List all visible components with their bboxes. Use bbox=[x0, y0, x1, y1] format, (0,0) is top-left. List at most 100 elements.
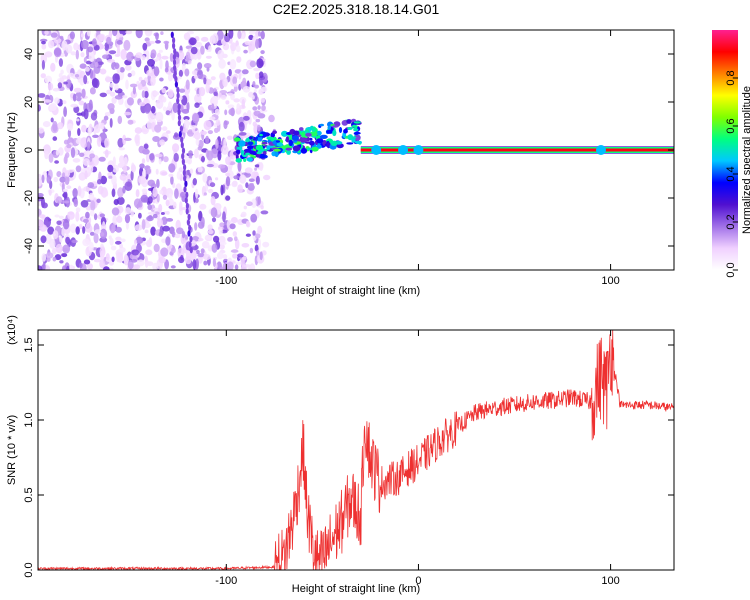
spectrogram-speckle bbox=[231, 181, 238, 188]
spectrogram-speckle bbox=[185, 256, 192, 265]
spectrogram-speckle bbox=[192, 259, 197, 270]
spectrogram-cloud bbox=[342, 132, 347, 138]
spectrogram-speckle bbox=[78, 262, 83, 269]
spectrogram-speckle bbox=[217, 150, 222, 161]
spectrogram-speckle bbox=[107, 172, 113, 177]
spectrogram-speckle bbox=[249, 247, 254, 254]
spectrogram-speckle bbox=[190, 125, 198, 129]
spectrogram-streak bbox=[173, 48, 177, 55]
spectrogram-speckle bbox=[246, 201, 253, 206]
spectrogram-speckle bbox=[188, 150, 193, 157]
spectrogram-speckle bbox=[210, 196, 216, 206]
spectrogram-speckle bbox=[168, 163, 176, 173]
spectrogram-speckle bbox=[173, 152, 179, 162]
spectrogram-speckle bbox=[141, 219, 146, 230]
spectrogram-speckle bbox=[165, 130, 171, 134]
spectrogram-speckle bbox=[218, 92, 222, 98]
spectrogram-speckle bbox=[145, 261, 151, 265]
spectrogram-speckle bbox=[116, 251, 121, 263]
spectrogram-speckle bbox=[124, 207, 132, 215]
spectrogram-speckle bbox=[96, 34, 105, 41]
spectrogram-speckle bbox=[147, 58, 155, 67]
spectrogram-speckle bbox=[80, 52, 85, 58]
spectrogram-streak bbox=[172, 53, 176, 61]
spectrogram-cloud bbox=[352, 124, 357, 128]
spectrogram-speckle bbox=[39, 224, 48, 232]
spectrogram-speckle bbox=[253, 89, 257, 93]
spectrogram-speckle bbox=[232, 155, 237, 160]
spectrogram-speckle bbox=[190, 46, 198, 55]
spectrogram-speckle bbox=[236, 103, 241, 112]
spectrogram-speckle bbox=[96, 61, 104, 65]
spectrogram-speckle bbox=[165, 199, 170, 207]
spectrogram-speckle bbox=[218, 228, 223, 235]
spectrogram-speckle bbox=[138, 76, 143, 82]
spectrogram-speckle bbox=[62, 200, 70, 204]
spectrogram-speckle bbox=[156, 218, 164, 228]
spectrogram-speckle bbox=[44, 30, 49, 35]
colorbar-tick-label: 0.2 bbox=[725, 214, 737, 229]
spectrogram-streak bbox=[181, 158, 185, 165]
spectrogram-speckle bbox=[215, 119, 221, 126]
spectrogram-cloud bbox=[249, 150, 256, 155]
spectrogram-cloud bbox=[353, 121, 361, 124]
spectrogram-speckle bbox=[260, 210, 269, 215]
spectrogram-speckle bbox=[130, 258, 138, 263]
spectrogram-speckle bbox=[243, 115, 250, 121]
spectrogram-cloud bbox=[354, 140, 362, 144]
spectrogram-speckle bbox=[249, 60, 257, 68]
spectrogram-speckle bbox=[114, 73, 120, 80]
spectrogram-speckle bbox=[116, 47, 121, 57]
spectrogram-speckle bbox=[228, 108, 235, 116]
spectrogram-speckle bbox=[135, 52, 143, 59]
spectrogram-speckle bbox=[254, 244, 259, 252]
spectrogram-speckle bbox=[198, 210, 203, 222]
spectrogram-speckle bbox=[76, 112, 83, 116]
spectrogram-cloud bbox=[276, 142, 283, 147]
colorbar-label: Normalized spectral amplitude bbox=[741, 86, 750, 234]
spectrogram-speckle bbox=[241, 98, 245, 109]
spectrogram-speckle bbox=[50, 32, 58, 38]
spectrogram-speckle bbox=[86, 30, 91, 37]
spectrogram-speckle bbox=[236, 56, 242, 63]
spectrogram-speckle bbox=[100, 175, 107, 185]
spectrogram-speckle bbox=[161, 87, 167, 94]
spectrogram-speckle bbox=[44, 150, 49, 160]
spectrogram-speckle bbox=[42, 262, 46, 270]
spectrogram-speckle bbox=[230, 249, 239, 253]
spectrogram-speckle bbox=[77, 185, 82, 197]
spectrogram-speckle bbox=[255, 175, 260, 185]
spectrogram-xtick-label: 100 bbox=[601, 275, 619, 287]
spectrogram-speckle bbox=[183, 116, 190, 121]
spectrogram-cloud bbox=[280, 145, 288, 150]
spectrogram-streak bbox=[185, 202, 189, 210]
spectrogram-speckle bbox=[237, 253, 244, 258]
spectrogram-speckle bbox=[250, 213, 258, 223]
spectrogram-speckle bbox=[195, 249, 200, 255]
spectrogram-speckle bbox=[103, 115, 109, 121]
spectrogram-speckle bbox=[117, 187, 124, 198]
spectrogram-speckle bbox=[155, 32, 159, 41]
snr-ytick-label: 1.5 bbox=[23, 337, 35, 352]
spectrogram-speckle bbox=[174, 188, 179, 200]
spectrogram-speckle bbox=[197, 253, 205, 258]
spectrogram-cloud bbox=[346, 142, 354, 145]
spectrogram-speckle bbox=[55, 196, 63, 204]
spectrogram-speckle bbox=[52, 256, 57, 262]
spectrogram-speckle bbox=[147, 196, 153, 204]
spectrogram-cloud bbox=[245, 152, 251, 156]
spectrogram-speckle bbox=[159, 58, 163, 70]
spectrogram-speckle bbox=[256, 124, 261, 132]
spectrogram-streak bbox=[176, 86, 180, 94]
colorbar-tick-label: 0.6 bbox=[725, 118, 737, 133]
spectrogram-cloud bbox=[235, 158, 243, 163]
spectrogram-speckle bbox=[54, 214, 60, 218]
spectrogram-speckle bbox=[89, 210, 95, 217]
spectrogram-speckle bbox=[210, 76, 216, 81]
spectrogram-speckle bbox=[135, 189, 140, 198]
spectrogram-speckle bbox=[105, 149, 109, 158]
spectrogram-speckle bbox=[105, 190, 109, 197]
snr-ytick-label: 0.5 bbox=[23, 487, 35, 502]
spectrogram-speckle bbox=[97, 185, 104, 195]
spectrogram-cloud bbox=[292, 130, 300, 136]
